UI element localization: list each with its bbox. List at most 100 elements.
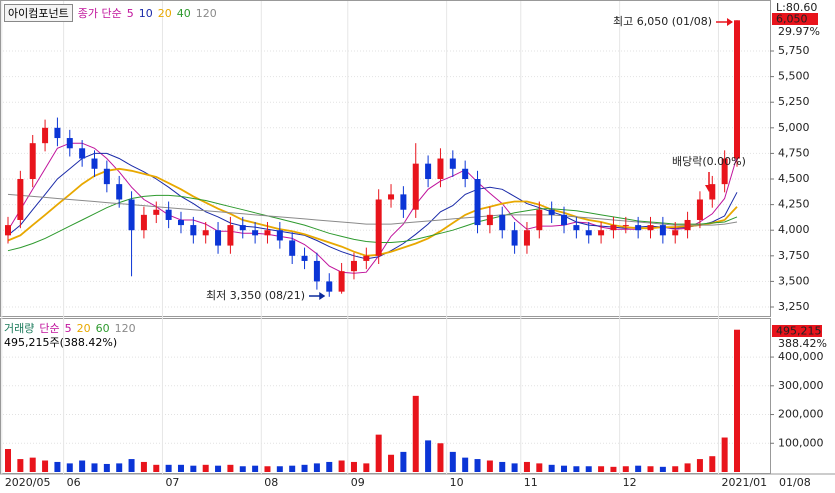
candle-body (375, 199, 382, 256)
candle-body (202, 230, 209, 236)
candle-body (165, 209, 172, 220)
arrow-head (705, 185, 713, 192)
volume-panel (0, 318, 771, 474)
volume-bar (585, 466, 592, 472)
y-tick-label: 3,750 (778, 249, 810, 262)
annotation: 최고 6,050 (01/08) (613, 15, 712, 28)
y-tick-label: 4,500 (778, 172, 810, 185)
candle-body (474, 179, 481, 226)
candle-body (486, 214, 493, 226)
candle-body (79, 148, 86, 159)
volume-bar (177, 464, 184, 472)
volume-bar (499, 461, 506, 472)
candle-body (264, 230, 271, 236)
candle-body (425, 163, 432, 180)
y-tick-label: 400,000 (778, 350, 824, 363)
volume-bar (165, 464, 172, 472)
candle-body (635, 225, 642, 231)
candle-body (239, 225, 246, 231)
volume-bar (215, 465, 222, 472)
candle-body (128, 199, 135, 231)
volume-bar (326, 461, 333, 472)
volume-change-label: 388.42% (778, 337, 827, 350)
volume-bar (635, 465, 642, 472)
volume-bar (239, 466, 246, 472)
x-tick-label: 07 (165, 476, 179, 489)
ma-legend-label: 종가 단순 (77, 7, 122, 20)
candle-body (511, 230, 518, 246)
volume-bar (17, 459, 24, 472)
volume-bar (116, 463, 123, 472)
corner-label: L:80.60 (776, 1, 817, 14)
candle-body (388, 194, 395, 200)
candle-body (227, 225, 234, 246)
arrow-head (319, 292, 326, 300)
ma-legend-item: 40 (176, 6, 191, 20)
candle-body (721, 158, 728, 185)
volume-bar (202, 464, 209, 472)
volume-bar (523, 461, 530, 472)
volume-ma-legend-item: 60 (95, 321, 110, 335)
candle-body (215, 230, 222, 246)
volume-bar (128, 459, 135, 472)
volume-label-box (772, 325, 822, 337)
volume-bar (449, 451, 456, 472)
y-tick-label: 3,500 (778, 274, 810, 287)
candle-body (42, 127, 49, 144)
candle-body (523, 230, 530, 246)
volume-bar (363, 463, 370, 472)
volume-bar (610, 466, 617, 472)
candle-body (462, 168, 469, 180)
y-tick-label: 3,250 (778, 300, 810, 313)
volume-bar (29, 457, 36, 472)
volume-bar (684, 463, 691, 472)
x-tick-label: 2020/05 (5, 476, 51, 489)
candle-body (647, 225, 654, 231)
volume-ma-legend-item: 120 (114, 321, 136, 335)
candle-body (103, 168, 110, 185)
last-change-label: 29.97% (778, 25, 820, 38)
ma-legend-item: 10 (138, 6, 153, 20)
stock-name[interactable]: 아이컴포넌트 (4, 4, 73, 22)
volume-bar (412, 395, 419, 472)
volume-bar (91, 463, 98, 472)
volume-bar (375, 434, 382, 472)
volume-bar (5, 449, 11, 472)
volume-bar (313, 463, 320, 472)
volume-bar (42, 460, 49, 472)
candle-body (289, 240, 296, 256)
candle-body (548, 209, 555, 215)
candle-body (585, 230, 592, 236)
y-tick-label: 5,500 (778, 70, 810, 83)
candle-body (598, 230, 605, 236)
candle-body (326, 281, 333, 292)
y-tick-label: 4,750 (778, 146, 810, 159)
volume-bar (276, 466, 283, 472)
candle-body (536, 209, 543, 231)
last-price-label: 6,050 (776, 13, 808, 26)
candle-body (561, 214, 568, 226)
volume-bar (388, 454, 395, 472)
volume-bar (462, 457, 469, 472)
price-legend: 아이컴포넌트 종가 단순 5 10 20 40 120 (4, 4, 217, 22)
y-tick-label: 300,000 (778, 379, 824, 392)
candle-body (622, 225, 629, 227)
volume-bar (659, 466, 666, 472)
volume-bar (425, 440, 432, 472)
y-tick-label: 200,000 (778, 408, 824, 421)
candle-body (29, 143, 36, 180)
volume-ma-legend-item: 5 (64, 321, 72, 335)
volume-bar (511, 463, 518, 472)
y-tick-label: 4,000 (778, 223, 810, 236)
candle-body (659, 225, 666, 236)
x-tick-label: 10 (450, 476, 464, 489)
x-end-label: 01/08 (779, 476, 811, 489)
volume-label: 거래량 (4, 322, 35, 335)
candle-body (276, 230, 283, 241)
volume-bar (437, 443, 444, 472)
volume-bar (350, 461, 357, 472)
volume-bar (598, 466, 605, 472)
ma-legend-item: 5 (126, 6, 134, 20)
